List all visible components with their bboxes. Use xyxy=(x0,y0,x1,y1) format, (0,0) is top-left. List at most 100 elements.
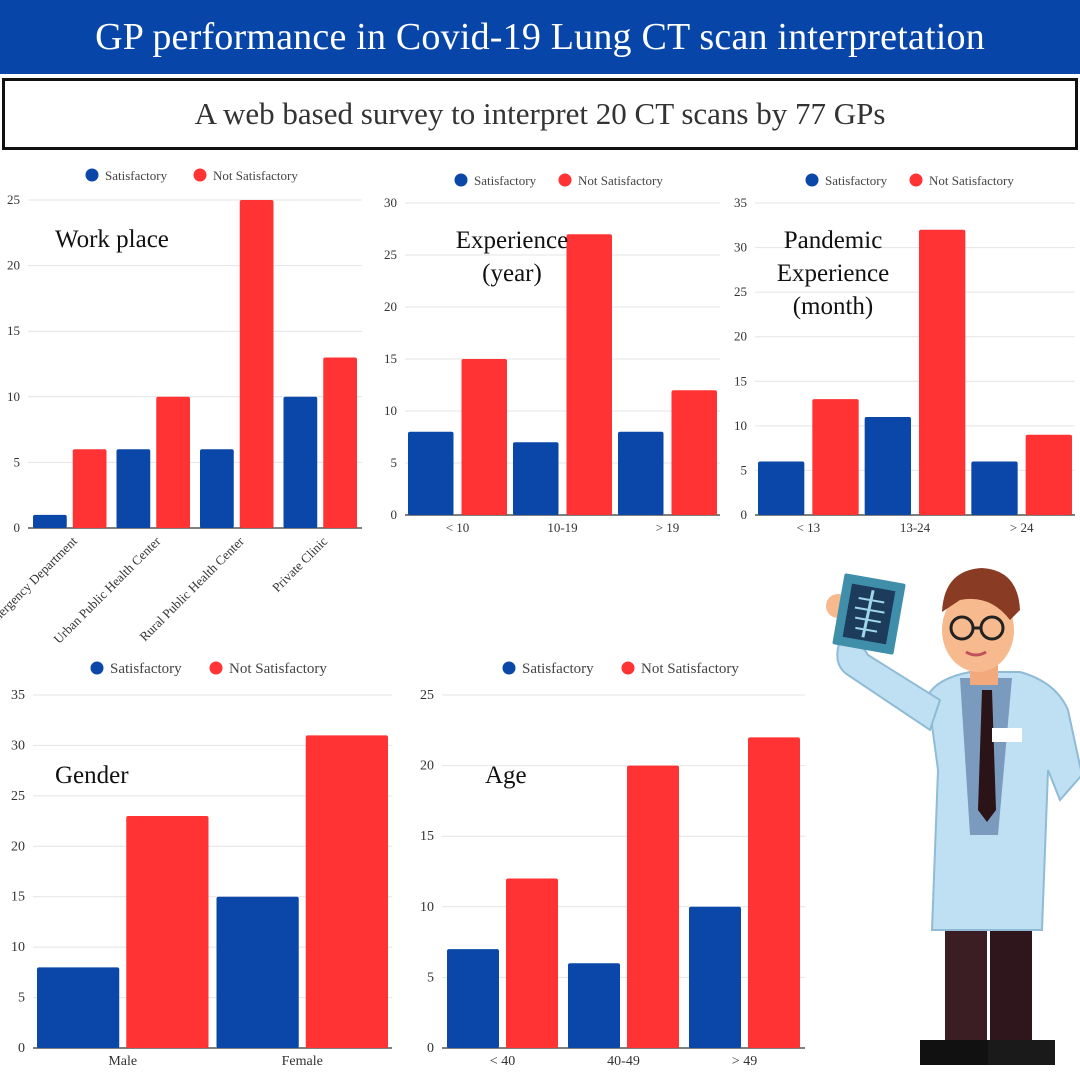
y-tick-label: 0 xyxy=(391,507,398,522)
doctor-coat-icon xyxy=(926,671,1080,931)
bar xyxy=(72,449,107,528)
y-tick-label: 30 xyxy=(734,240,747,255)
y-tick-label: 0 xyxy=(18,1041,25,1056)
legend-label: Satisfactory xyxy=(522,661,594,677)
y-tick-label: 5 xyxy=(18,991,25,1006)
x-tick-label: Female xyxy=(282,1054,323,1069)
legend-label: Not Satisfactory xyxy=(229,661,327,677)
x-tick-label: Private Clinic xyxy=(269,533,331,595)
bar xyxy=(1025,434,1072,515)
legend-swatch xyxy=(193,168,207,182)
bar xyxy=(200,449,234,528)
x-tick-label: < 13 xyxy=(797,520,821,535)
y-tick-label: 15 xyxy=(384,351,397,366)
y-tick-label: 20 xyxy=(11,839,25,854)
chart-title: Pandemic xyxy=(784,227,883,254)
y-tick-label: 35 xyxy=(734,195,747,210)
y-tick-label: 10 xyxy=(7,389,20,404)
x-tick-label: Emergency Department xyxy=(0,533,80,631)
legend-label: Satisfactory xyxy=(474,173,537,188)
bar xyxy=(506,878,558,1048)
y-tick-label: 20 xyxy=(384,299,397,314)
x-tick-label: 13-24 xyxy=(900,520,931,535)
y-tick-label: 10 xyxy=(420,900,434,915)
legend-swatch xyxy=(558,173,572,187)
y-tick-label: 30 xyxy=(11,738,25,753)
y-tick-label: 10 xyxy=(11,940,25,955)
xray-film-icon xyxy=(832,573,906,655)
y-tick-label: 0 xyxy=(427,1041,434,1056)
x-tick-label: < 10 xyxy=(446,520,470,535)
legend-swatch xyxy=(85,168,99,182)
bar xyxy=(126,816,209,1048)
y-tick-label: 20 xyxy=(7,258,20,273)
y-tick-label: 5 xyxy=(741,462,748,477)
x-tick-label: 40-49 xyxy=(607,1054,640,1069)
y-tick-label: 5 xyxy=(14,454,21,469)
y-tick-label: 15 xyxy=(734,373,747,388)
bar xyxy=(447,949,499,1048)
y-tick-label: 5 xyxy=(427,970,434,985)
x-tick-label: > 19 xyxy=(656,520,680,535)
bar xyxy=(568,963,620,1048)
bar xyxy=(627,765,679,1048)
doctor-illustration xyxy=(826,568,1080,1065)
bar xyxy=(408,431,454,515)
legend-label: Satisfactory xyxy=(825,173,888,188)
bar xyxy=(239,200,274,528)
bar xyxy=(566,234,612,515)
y-tick-label: 10 xyxy=(384,403,397,418)
chart-workplace: 0 5 10 15 20 25 Satisfactory Not Satisfactory Em… xyxy=(0,168,362,646)
bar xyxy=(919,229,966,515)
legend-label: Not Satisfactory xyxy=(578,173,663,188)
bar xyxy=(216,896,299,1048)
bar xyxy=(116,449,151,528)
chart-title: Experience xyxy=(777,260,889,287)
x-tick-label: Male xyxy=(108,1054,137,1069)
chart-pandemic: 0 5 10 15 20 25 30 35 Satisfactory Not Satisfacto… xyxy=(734,173,1075,535)
legend-swatch xyxy=(909,173,923,187)
page-subtitle: A web based survey to interpret 20 CT sc… xyxy=(2,78,1078,150)
bar xyxy=(156,396,190,528)
bar xyxy=(812,399,859,515)
chart-title: Work place xyxy=(55,226,169,253)
bar xyxy=(513,442,559,515)
y-tick-label: 15 xyxy=(11,890,25,905)
chart-title: Gender xyxy=(55,762,129,789)
bar xyxy=(461,359,507,515)
bar xyxy=(671,390,717,515)
y-tick-label: 35 xyxy=(11,688,25,703)
legend-swatch xyxy=(502,661,516,675)
chart-age: 0 5 10 15 20 25 Satisfactory Not Satisfactory < … xyxy=(420,661,805,1069)
legend-swatch xyxy=(454,173,468,187)
y-tick-label: 5 xyxy=(391,455,398,470)
bar xyxy=(33,514,67,528)
chart-title: (month) xyxy=(793,293,874,320)
x-tick-label: > 49 xyxy=(732,1054,757,1069)
y-tick-label: 20 xyxy=(734,329,747,344)
y-tick-label: 25 xyxy=(420,688,434,703)
legend-label: Satisfactory xyxy=(110,661,182,677)
chart-title: Experience xyxy=(456,227,568,254)
y-tick-label: 0 xyxy=(741,507,748,522)
legend-label: Not Satisfactory xyxy=(213,168,298,183)
bar xyxy=(323,357,357,528)
doctor-head-icon xyxy=(942,568,1020,685)
y-tick-label: 25 xyxy=(11,789,25,804)
legend-swatch xyxy=(621,661,635,675)
chart-gender: 0 5 10 15 20 25 30 35 Satisfactory Not Satisfacto… xyxy=(11,661,392,1069)
y-tick-label: 20 xyxy=(420,759,434,774)
y-tick-label: 10 xyxy=(734,418,747,433)
legend-label: Satisfactory xyxy=(105,168,168,183)
x-tick-label: < 40 xyxy=(490,1054,515,1069)
chart-title: Age xyxy=(485,762,527,789)
bar xyxy=(37,967,120,1048)
legend-label: Not Satisfactory xyxy=(929,173,1014,188)
chart-title: (year) xyxy=(482,260,542,287)
bar xyxy=(689,906,741,1048)
y-tick-label: 15 xyxy=(420,829,434,844)
y-tick-label: 25 xyxy=(7,192,20,207)
x-tick-label: > 24 xyxy=(1010,520,1034,535)
page-title: GP performance in Covid-19 Lung CT scan … xyxy=(0,0,1080,74)
y-tick-label: 25 xyxy=(384,247,397,262)
